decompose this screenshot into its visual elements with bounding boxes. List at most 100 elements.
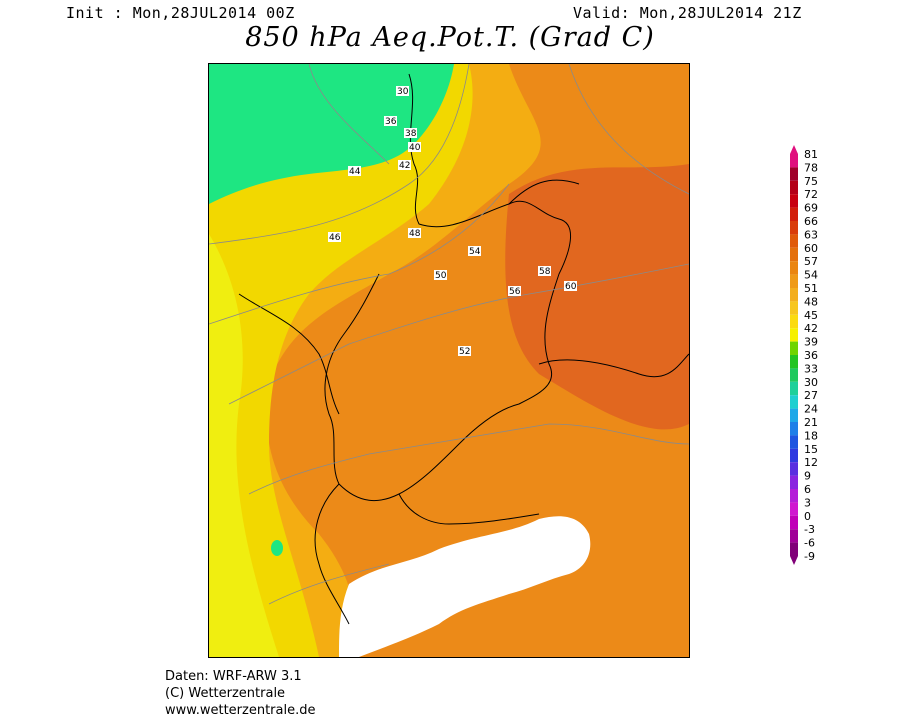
colorbar-segment xyxy=(790,247,798,262)
country-borders xyxy=(238,73,689,625)
colorbar-tick-label: 60 xyxy=(804,242,818,255)
colorbar-tick-label: 15 xyxy=(804,443,818,456)
colorbar-segment xyxy=(790,462,798,476)
colorbar-segment xyxy=(790,328,798,342)
contour-label-bg xyxy=(404,128,417,138)
colorbar-segment xyxy=(790,288,798,302)
footer-credits: Daten: WRF-ARW 3.1 (C) Wetterzentrale ww… xyxy=(165,668,315,719)
colorbar-segment xyxy=(790,355,798,369)
colorbar-tick-label: 39 xyxy=(804,336,818,349)
contour-label: 50 xyxy=(435,271,447,281)
contour-label-bg xyxy=(408,228,421,238)
colorbar-tick-label: 54 xyxy=(804,269,818,282)
colorbar-tick-label: 0 xyxy=(804,510,811,523)
footer-data-source: Daten: WRF-ARW 3.1 xyxy=(165,669,302,684)
contour-label-bg xyxy=(398,160,411,170)
init-time-label: Init : Mon,28JUL2014 00Z xyxy=(66,4,295,22)
colorbar-tick-label: -9 xyxy=(804,550,815,563)
contour-label-bg xyxy=(458,346,471,356)
colorbar-tick-label: 36 xyxy=(804,349,818,362)
contour-label-bg xyxy=(384,116,397,126)
colorbar-segment xyxy=(790,395,798,409)
colorbar-tick-label: 63 xyxy=(804,228,818,241)
contour-labels: 30 36 38 40 42 44 46 48 50 52 54 56 58 60 xyxy=(328,86,577,357)
legend-colorbar: 81 78 75 72 69 66 63 60 57 54 51 48 45 42 39 36 33 30 27 24… xyxy=(786,144,846,584)
colorbar-tick-label: 9 xyxy=(804,470,811,483)
contour-label-bg xyxy=(468,246,481,256)
colorbar-segment xyxy=(790,502,798,516)
contour-label: 48 xyxy=(409,229,421,239)
colorbar-segment xyxy=(790,274,798,288)
footer-copyright: (C) Wetterzentrale xyxy=(165,686,286,701)
colorbar-tick-label: 6 xyxy=(804,483,811,496)
colorbar-tick-label: 3 xyxy=(804,496,811,509)
contour-label-bg xyxy=(538,266,551,276)
colorbar-tick-label: 75 xyxy=(804,175,818,188)
colorbar-tick-label: 51 xyxy=(804,282,818,295)
colorbar-top-arrow xyxy=(790,145,798,154)
colorbar-segment xyxy=(790,542,798,556)
colorbar-tick-label: 69 xyxy=(804,202,818,215)
contour-label: 60 xyxy=(565,282,577,292)
colorbar-tick-label: 33 xyxy=(804,362,818,375)
contour-label-bg xyxy=(564,281,577,291)
colorbar-segment xyxy=(790,261,798,275)
contour-label: 30 xyxy=(397,87,409,97)
map-title: 850 hPa Aeq.Pot.T. (Grad C) xyxy=(245,22,655,53)
colorbar-tick-label: 72 xyxy=(804,188,818,201)
colorbar-segment xyxy=(790,529,798,543)
map-fill-bright-yellow xyxy=(209,234,279,657)
contour-lines xyxy=(209,64,689,605)
contour-label-bg xyxy=(434,270,447,280)
colorbar-segment xyxy=(790,368,798,382)
colorbar-segment xyxy=(790,221,798,235)
colorbar-svg: 8178757269666360575451484542393633302724… xyxy=(790,145,818,565)
contour-label-bg xyxy=(348,166,361,176)
contour-label: 46 xyxy=(329,233,341,243)
colorbar-tick-label: 57 xyxy=(804,255,818,268)
terrain-mask xyxy=(339,516,591,657)
map-fill-yellow xyxy=(209,64,473,657)
colorbar-tick-label: 21 xyxy=(804,416,818,429)
valid-time-label: Valid: Mon,28JUL2014 21Z xyxy=(573,4,802,22)
contour-label: 44 xyxy=(349,167,361,177)
colorbar-tick-label: 12 xyxy=(804,456,818,469)
contour-label: 40 xyxy=(409,143,421,153)
colorbar-segment xyxy=(790,154,798,168)
colorbar-segment xyxy=(790,448,798,463)
colorbar-segment xyxy=(790,381,798,396)
colorbar-segment xyxy=(790,180,798,195)
colorbar-segment xyxy=(790,167,798,181)
colorbar-tick-label: -6 xyxy=(804,537,815,550)
colorbar-tick-label: 42 xyxy=(804,322,818,335)
colorbar-tick-label: 24 xyxy=(804,403,818,416)
colorbar-tick-label: 18 xyxy=(804,429,818,442)
map-canvas: 30 36 38 40 42 44 46 48 50 52 54 56 58 60 xyxy=(209,64,689,657)
colorbar-tick-label: 48 xyxy=(804,295,818,308)
map-fill-dark-orange xyxy=(505,164,689,430)
contour-label: 52 xyxy=(459,347,470,357)
colorbar-tick-label: 30 xyxy=(804,376,818,389)
colorbar-segment xyxy=(790,207,798,221)
colorbar-tick-label: 27 xyxy=(804,389,818,402)
colorbar-tick-label: 66 xyxy=(804,215,818,228)
contour-label-bg xyxy=(508,286,521,296)
colorbar-segment xyxy=(790,314,798,329)
contour-label: 58 xyxy=(539,267,551,277)
colorbar-segment xyxy=(790,234,798,248)
colorbar-segment xyxy=(790,515,798,530)
colorbar-segment xyxy=(790,475,798,489)
colorbar-tick-label: -3 xyxy=(804,523,815,536)
footer-url: www.wetterzentrale.de xyxy=(165,703,316,718)
colorbar-tick-label: 45 xyxy=(804,309,818,322)
colorbar-bottom-arrow xyxy=(790,556,798,565)
contour-label-bg xyxy=(396,86,409,96)
contour-label: 36 xyxy=(385,117,397,127)
colorbar-segment xyxy=(790,422,798,436)
colorbar-segment xyxy=(790,194,798,208)
colorbar-segment xyxy=(790,301,798,315)
contour-label: 42 xyxy=(399,161,410,171)
colorbar-segment xyxy=(790,341,798,355)
contour-label-bg xyxy=(328,232,341,242)
map-fill-green xyxy=(209,64,454,204)
